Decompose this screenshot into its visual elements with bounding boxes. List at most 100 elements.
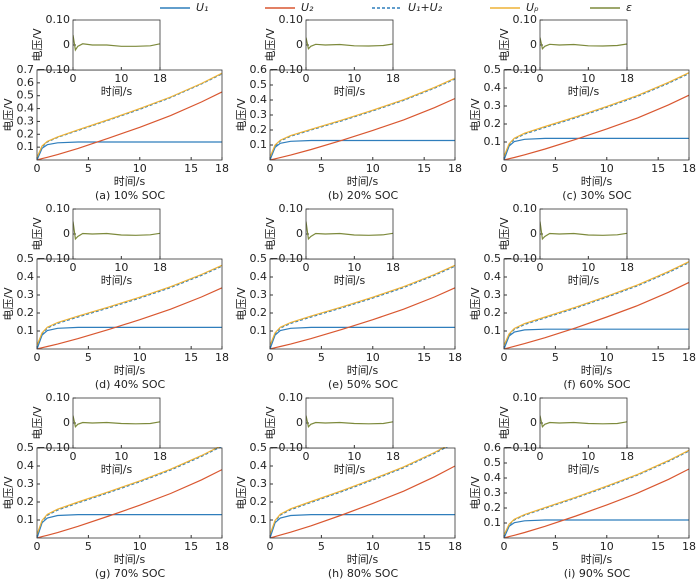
- y-axis-label: 电压/V: [235, 287, 248, 321]
- y-tick-label: 0.6: [484, 441, 502, 454]
- x-tick-label: 15: [651, 351, 665, 364]
- y-tick-label: 0.2: [250, 123, 268, 136]
- y-tick-label: 0.3: [484, 288, 502, 301]
- y-tick-label: −0.10: [503, 63, 537, 76]
- x-axis-label: 时间/s: [568, 274, 600, 287]
- y-axis-label: 电压/V: [2, 287, 15, 321]
- x-tick-label: 5: [85, 162, 92, 175]
- x-tick-label: 5: [552, 540, 559, 553]
- x-tick-label: 0: [501, 162, 508, 175]
- y-axis-label: 电压/V: [469, 98, 482, 132]
- y-axis-label: 电压/V: [235, 476, 248, 510]
- y-tick-label: 0.5: [17, 252, 35, 265]
- panel-caption: (a) 10% SOC: [95, 189, 165, 202]
- x-axis-label: 时间/s: [568, 463, 600, 476]
- y-axis-label: 电压/V: [264, 28, 277, 62]
- panel-caption: (f) 60% SOC: [563, 378, 631, 391]
- x-tick-label: 0: [303, 261, 310, 274]
- main-axes: 0 5 10 15 18 0.1 0.2 0.3 0.4 0.5 时间/s 电压/V: [2, 441, 229, 566]
- y-axis-label: 电压/V: [498, 217, 511, 251]
- series-line: [504, 328, 689, 349]
- series-line: [37, 265, 222, 349]
- x-tick-label: 18: [620, 261, 634, 274]
- y-tick-label: 0.4: [250, 459, 268, 472]
- x-tick-label: 0: [537, 450, 544, 463]
- series-line: [37, 469, 222, 538]
- x-tick-label: 18: [215, 162, 229, 175]
- x-tick-label: 18: [682, 351, 696, 364]
- y-tick-label: 0.3: [484, 99, 502, 112]
- axes-frame: [539, 19, 628, 71]
- axes-frame: [72, 397, 161, 449]
- x-axis-label: 时间/s: [101, 85, 133, 98]
- y-tick-label: 0.1: [250, 513, 268, 526]
- y-tick-label: 0.3: [484, 486, 502, 499]
- y-tick-label: 0.4: [250, 270, 268, 283]
- x-axis-label: 时间/s: [114, 364, 146, 377]
- series-line: [37, 91, 222, 160]
- legend-label: ε: [626, 1, 632, 14]
- x-tick-label: 15: [184, 351, 198, 364]
- y-axis-label: 电压/V: [235, 98, 248, 132]
- x-axis-label: 时间/s: [101, 274, 133, 287]
- y-tick-label: 0.2: [17, 495, 35, 508]
- legend-label: U₂: [301, 1, 314, 14]
- y-axis-label: 电压/V: [469, 476, 482, 510]
- y-axis-label: 电压/V: [31, 406, 44, 440]
- series-line: [270, 326, 455, 349]
- panel-caption: (d) 40% SOC: [95, 378, 166, 391]
- y-tick-label: 0: [530, 38, 537, 51]
- x-tick-label: 0: [267, 540, 274, 553]
- y-tick-label: 0.3: [250, 288, 268, 301]
- x-tick-label: 18: [386, 72, 400, 85]
- series-line: [270, 287, 455, 349]
- y-tick-label: 0.1: [17, 324, 35, 337]
- x-tick-label: 5: [318, 540, 325, 553]
- series-line: [306, 37, 393, 51]
- plot-background: [73, 20, 160, 70]
- series-line: [270, 465, 455, 538]
- x-tick-label: 15: [651, 162, 665, 175]
- plot-background: [504, 259, 689, 349]
- axes-frame: [305, 19, 394, 71]
- panel-caption: (b) 20% SOC: [328, 189, 399, 202]
- y-tick-label: 0.5: [484, 63, 502, 76]
- series-line: [540, 37, 627, 51]
- series-line: [37, 141, 222, 160]
- x-tick-label: 10: [347, 72, 361, 85]
- y-axis-label: 电压/V: [498, 28, 511, 62]
- y-tick-label: 0.1: [17, 513, 35, 526]
- x-axis-label: 时间/s: [334, 463, 366, 476]
- x-tick-label: 10: [347, 261, 361, 274]
- y-tick-label: 0.5: [250, 78, 268, 91]
- y-tick-label: −0.10: [36, 63, 70, 76]
- x-tick-label: 5: [552, 162, 559, 175]
- y-tick-label: 0.5: [17, 441, 35, 454]
- y-tick-label: 0.10: [46, 391, 71, 404]
- x-tick-label: 15: [417, 351, 431, 364]
- series-line: [540, 221, 627, 241]
- series-line: [270, 264, 455, 346]
- y-tick-label: 0.10: [46, 13, 71, 26]
- y-tick-label: 0.1: [250, 138, 268, 151]
- y-tick-label: 0.4: [250, 93, 268, 106]
- y-tick-label: 0: [296, 416, 303, 429]
- x-axis-label: 时间/s: [581, 553, 613, 566]
- y-tick-label: 0.5: [484, 252, 502, 265]
- x-tick-label: 0: [267, 351, 274, 364]
- y-tick-label: 0.2: [484, 117, 502, 130]
- y-tick-label: 0.4: [484, 81, 502, 94]
- plot-background: [504, 70, 689, 160]
- x-tick-label: 10: [581, 450, 595, 463]
- panel-caption: (h) 80% SOC: [328, 567, 399, 580]
- series-line: [504, 94, 689, 160]
- y-tick-label: 0.5: [17, 89, 35, 102]
- plot-background: [37, 70, 222, 160]
- x-axis-label: 时间/s: [334, 85, 366, 98]
- main-axes: 0 5 10 15 18 0.1 0.2 0.3 0.4 0.5 时间/s 电压/V: [469, 63, 696, 188]
- series-line: [37, 326, 222, 349]
